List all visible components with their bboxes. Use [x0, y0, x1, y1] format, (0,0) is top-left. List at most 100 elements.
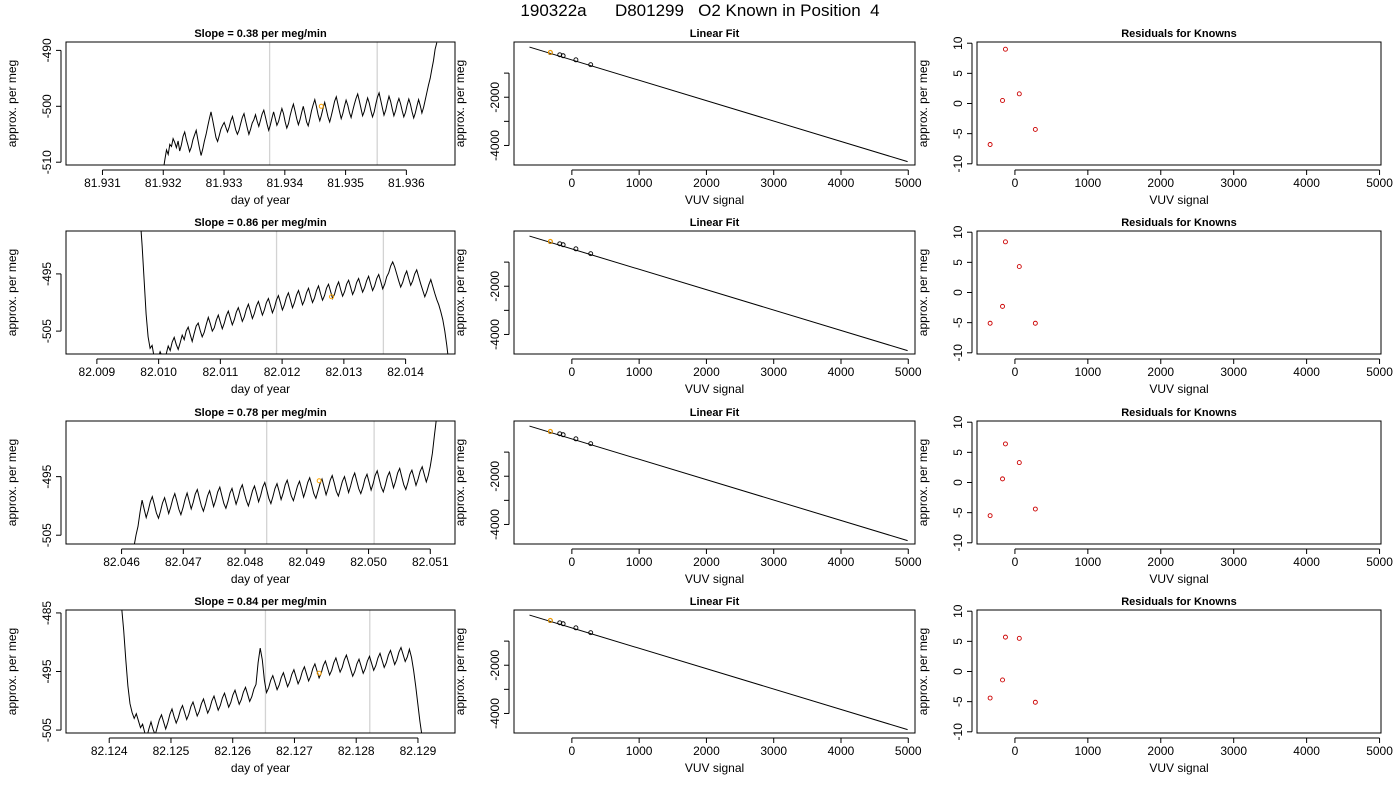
residual-point	[1002, 239, 1008, 245]
panel-title: Residuals for Knowns	[1121, 217, 1237, 229]
plot-frame	[513, 609, 916, 734]
y-tick-label: -4000	[488, 509, 502, 540]
panel-time-row4	[56, 609, 456, 743]
x-axis-label: VUV signal	[685, 572, 744, 586]
x-tick-label: 82.011	[202, 365, 238, 379]
x-tick-label: 82.124	[91, 744, 128, 758]
y-tick-label: -485	[40, 601, 54, 625]
highlight-point	[316, 670, 322, 676]
plot-frame	[513, 41, 916, 166]
panel-time-row2	[56, 230, 456, 364]
x-tick-label: 1000	[626, 555, 653, 569]
y-axis-label: approx. per meg	[5, 249, 19, 336]
plot-frame	[65, 41, 456, 166]
known-point	[573, 625, 579, 631]
x-tick-label: 81.931	[84, 176, 121, 190]
residual-point	[1002, 441, 1008, 447]
x-tick-label: 82.048	[227, 555, 264, 569]
x-tick-label: 4000	[828, 176, 855, 190]
residual-point	[1032, 699, 1038, 705]
known-point	[560, 242, 566, 248]
x-tick-label: 82.049	[288, 555, 325, 569]
y-tick-label: -10	[951, 344, 965, 362]
y-tick-label: 5	[951, 449, 965, 456]
trace-line	[163, 42, 438, 165]
panel-title: Slope = 0.38 per meg/min	[194, 28, 327, 40]
panel-title: Linear Fit	[690, 28, 740, 40]
residual-point	[1032, 506, 1038, 512]
x-tick-label: 3000	[760, 555, 787, 569]
y-tick-label: -5	[951, 507, 965, 518]
panel-linear_fit-row4	[504, 609, 916, 743]
x-tick-label: 5000	[895, 555, 922, 569]
highlight-point	[547, 238, 553, 244]
y-tick-label: -510	[40, 150, 54, 174]
x-tick-label: 2000	[693, 365, 720, 379]
x-tick-label: 5000	[895, 365, 922, 379]
highlight-point	[318, 103, 324, 109]
x-tick-label: 2000	[1147, 365, 1174, 379]
y-tick-label: -505	[40, 319, 54, 343]
residual-point	[1000, 98, 1005, 103]
x-tick-label: 5000	[1366, 555, 1393, 569]
residual-point	[1016, 91, 1022, 97]
x-tick-label: 5000	[1366, 744, 1393, 758]
x-axis-label: day of year	[231, 572, 290, 586]
x-tick-label: 4000	[828, 555, 855, 569]
y-tick-label: -10	[951, 155, 965, 173]
y-tick-label: 0	[951, 479, 965, 486]
panel-residuals-row4	[967, 609, 1382, 743]
panel-linear_fit-row1	[504, 41, 916, 175]
x-tick-label: 3000	[760, 365, 787, 379]
plot-frame	[976, 609, 1382, 734]
x-tick-label: 4000	[1293, 365, 1320, 379]
residual-point	[1002, 46, 1008, 52]
y-tick-label: -4000	[488, 130, 502, 161]
x-tick-label: 2000	[1147, 176, 1174, 190]
panel-title: Linear Fit	[690, 407, 740, 419]
x-tick-label: 5000	[895, 176, 922, 190]
panel-title: Linear Fit	[690, 217, 740, 229]
y-tick-label: 10	[951, 225, 965, 239]
y-tick-label: -2000	[488, 461, 502, 492]
y-axis-label: approx. per meg	[916, 439, 930, 526]
trace-line	[121, 610, 423, 733]
x-tick-label: 0	[569, 555, 576, 569]
plot-frame	[976, 420, 1382, 545]
panel-linear_fit-row3	[504, 420, 916, 554]
y-tick-label: 5	[951, 259, 965, 266]
panel-time-row1	[56, 41, 456, 175]
y-tick-label: 5	[951, 70, 965, 77]
x-axis-label: VUV signal	[685, 382, 744, 396]
panel-residuals-row3	[967, 420, 1382, 554]
y-tick-label: -4000	[488, 698, 502, 729]
y-tick-label: -495	[40, 464, 54, 488]
known-point	[588, 630, 594, 636]
panel-title: Linear Fit	[690, 596, 740, 608]
fit-line	[529, 614, 908, 731]
residual-point	[987, 513, 993, 519]
x-tick-label: 2000	[1147, 744, 1174, 758]
residual-point	[1016, 460, 1022, 466]
x-tick-label: 82.013	[326, 365, 363, 379]
residual-point	[987, 320, 993, 326]
x-tick-label: 81.936	[388, 176, 425, 190]
x-tick-label: 3000	[1220, 365, 1247, 379]
x-tick-label: 82.014	[387, 365, 424, 379]
known-point	[573, 436, 579, 442]
x-tick-label: 81.933	[206, 176, 243, 190]
known-point	[573, 246, 579, 252]
x-axis-label: VUV signal	[1149, 382, 1208, 396]
x-tick-label: 3000	[760, 744, 787, 758]
x-tick-label: 1000	[1074, 176, 1101, 190]
x-tick-label: 82.128	[338, 744, 375, 758]
x-tick-label: 1000	[626, 365, 653, 379]
residual-point	[987, 142, 993, 147]
highlight-point	[329, 294, 335, 300]
y-axis-label: approx. per meg	[916, 60, 930, 147]
y-tick-label: -5	[951, 128, 965, 139]
known-point	[560, 432, 566, 438]
y-axis-label: approx. per meg	[453, 439, 467, 526]
y-axis-label: approx. per meg	[916, 249, 930, 336]
